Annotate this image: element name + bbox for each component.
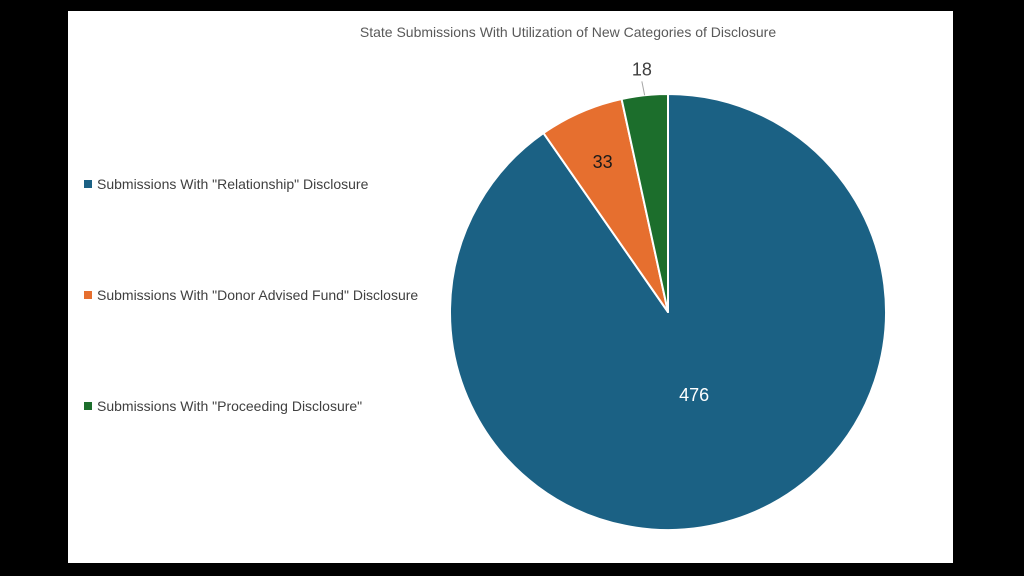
legend-item-relationship: Submissions With "Relationship" Disclosu… bbox=[84, 176, 368, 192]
legend-label-relationship: Submissions With "Relationship" Disclosu… bbox=[97, 176, 369, 192]
chart-area: State Submissions With Utilization of Ne… bbox=[68, 11, 953, 563]
legend-item-donor-advised-fund: Submissions With "Donor Advised Fund" Di… bbox=[84, 287, 418, 303]
leader-line-proceeding bbox=[641, 81, 646, 96]
legend-swatch-proceeding bbox=[84, 402, 92, 410]
data-label-relationship: 476 bbox=[679, 385, 709, 405]
legend-label-proceeding: Submissions With "Proceeding Disclosure" bbox=[97, 398, 363, 414]
data-label-donor-advised-fund: 33 bbox=[593, 152, 613, 172]
data-label-proceeding: 18 bbox=[632, 59, 652, 79]
legend-item-proceeding: Submissions With "Proceeding Disclosure" bbox=[84, 398, 362, 414]
pie-chart: 476 33 18 bbox=[449, 59, 888, 531]
chart-title: State Submissions With Utilization of Ne… bbox=[359, 24, 777, 40]
legend-label-donor-advised-fund: Submissions With "Donor Advised Fund" Di… bbox=[97, 287, 419, 303]
legend-swatch-relationship bbox=[84, 180, 92, 188]
legend-swatch-donor-advised-fund bbox=[84, 291, 92, 299]
